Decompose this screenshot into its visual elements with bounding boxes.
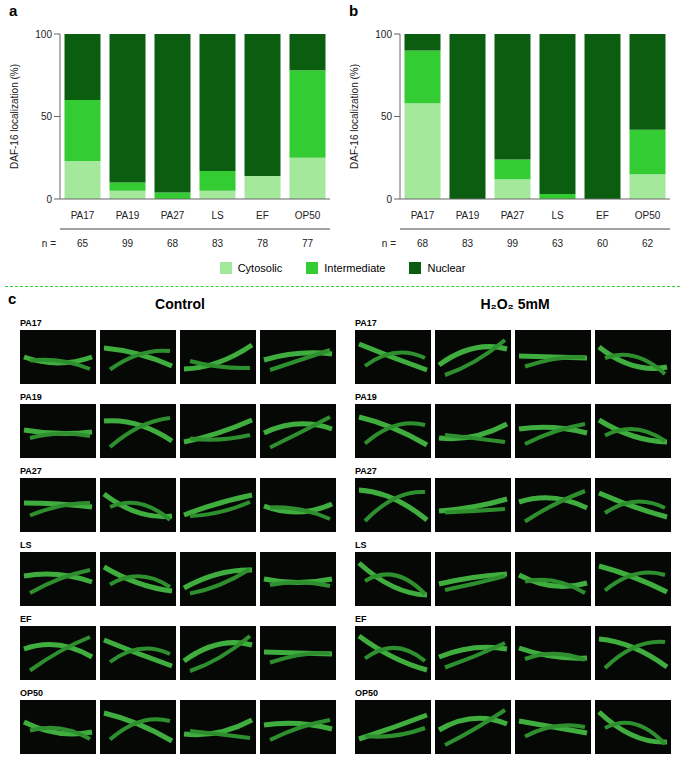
svg-text:65: 65	[77, 238, 89, 249]
svg-text:LS: LS	[551, 210, 564, 221]
svg-text:99: 99	[507, 238, 519, 249]
svg-text:PA17: PA17	[71, 210, 95, 221]
svg-text:78: 78	[257, 238, 269, 249]
svg-text:50: 50	[381, 111, 393, 122]
html-text:Cytosolic: Cytosolic	[237, 262, 283, 274]
svg-text:PA27: PA27	[161, 210, 185, 221]
svg-text:EF: EF	[596, 210, 609, 221]
html-text:PA17: PA17	[20, 318, 42, 328]
svg-text:OP50: OP50	[635, 210, 661, 221]
svg-text:63: 63	[552, 238, 564, 249]
html-text:Intermediate: Intermediate	[324, 262, 386, 274]
svg-text:n =: n =	[382, 238, 396, 249]
html-text:LS: LS	[355, 540, 367, 550]
svg-text:68: 68	[167, 238, 179, 249]
svg-text:PA19: PA19	[116, 210, 140, 221]
html-text:Nuclear: Nuclear	[427, 262, 466, 274]
svg-text:n =: n =	[42, 238, 56, 249]
svg-text:LS: LS	[211, 210, 224, 221]
svg-text:77: 77	[302, 238, 314, 249]
svg-text:83: 83	[462, 238, 474, 249]
html-text:c: c	[8, 290, 17, 307]
html-text:PA19: PA19	[355, 392, 377, 402]
html-text:PA27: PA27	[20, 466, 42, 476]
html-text:b: b	[349, 2, 359, 19]
svg-text:0: 0	[386, 194, 392, 205]
html-text:EF: EF	[355, 614, 367, 624]
html-text:a: a	[9, 2, 18, 19]
html-text:OP50: OP50	[20, 688, 43, 698]
svg-text:83: 83	[212, 238, 224, 249]
svg-text:60: 60	[597, 238, 609, 249]
html-text:OP50: OP50	[355, 688, 378, 698]
svg-text:0: 0	[46, 194, 52, 205]
svg-text:100: 100	[35, 29, 52, 40]
svg-text:68: 68	[417, 238, 429, 249]
html-text:Control: Control	[155, 296, 205, 312]
html-text:PA19: PA19	[20, 392, 42, 402]
html-text:H₂O₂ 5mM: H₂O₂ 5mM	[480, 296, 550, 312]
svg-text:OP50: OP50	[295, 210, 321, 221]
svg-text:DAF-16 localization (%): DAF-16 localization (%)	[9, 64, 20, 169]
svg-text:EF: EF	[256, 210, 269, 221]
svg-text:99: 99	[122, 238, 134, 249]
html-text:LS: LS	[20, 540, 32, 550]
svg-text:PA19: PA19	[456, 210, 480, 221]
svg-text:PA27: PA27	[501, 210, 525, 221]
svg-text:62: 62	[642, 238, 654, 249]
html-text:EF: EF	[20, 614, 32, 624]
html-text:PA17: PA17	[355, 318, 377, 328]
html-text:PA27: PA27	[355, 466, 377, 476]
svg-text:100: 100	[375, 29, 392, 40]
svg-text:50: 50	[41, 111, 53, 122]
svg-text:PA17: PA17	[411, 210, 435, 221]
svg-text:DAF-16 localization (%): DAF-16 localization (%)	[349, 64, 360, 169]
